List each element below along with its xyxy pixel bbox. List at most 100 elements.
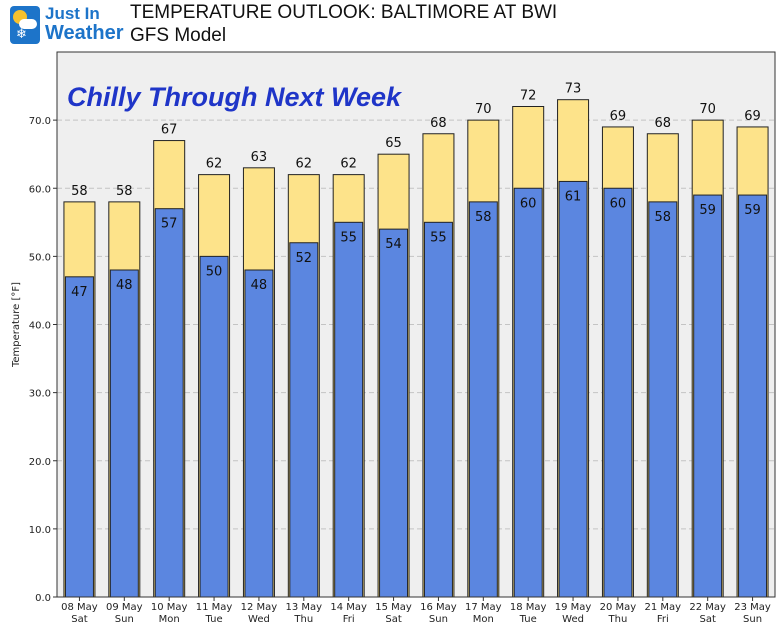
chart-title: TEMPERATURE OUTLOOK: BALTIMORE AT BWI [130,2,558,23]
high-value-label: 69 [744,109,761,124]
x-tick-date: 21 May [645,602,682,613]
high-value-label: 62 [340,157,357,172]
x-tick-date: 12 May [241,602,278,613]
low-value-label: 50 [206,264,223,279]
x-tick-day: Sun [115,614,134,625]
logo-text-line1: Just In [45,4,100,23]
low-value-label: 61 [565,189,582,204]
high-value-label: 68 [430,116,447,131]
plot-frame [56,51,776,598]
high-value-label: 58 [116,184,133,199]
y-tick-label: 50.0 [29,252,51,263]
x-tick-date: 11 May [196,602,233,613]
low-bar [379,228,409,598]
low-bar [693,194,723,598]
high-value-label: 58 [71,184,88,199]
high-value-label: 63 [251,150,268,165]
low-value-label: 59 [744,203,761,218]
y-axis-label: Temperature [°F] [11,282,22,368]
x-tick-date: 13 May [286,602,323,613]
x-tick-date: 17 May [465,602,502,613]
high-value-label: 70 [475,102,492,117]
x-tick-day: Sun [429,614,448,625]
y-tick-label: 60.0 [29,184,51,195]
high-value-label: 69 [610,109,627,124]
low-value-label: 60 [610,196,627,211]
low-bar [648,201,678,598]
x-tick-day: Sat [71,614,87,625]
logo-text-line2: Weather [45,22,124,44]
x-tick-day: Tue [205,614,223,625]
low-bar [558,180,588,598]
just-in-weather-logo: ❄ Just In Weather [10,4,124,48]
low-bar [603,187,633,598]
x-tick-day: Fri [657,614,669,625]
high-value-label: 65 [385,136,402,151]
x-tick-day: Fri [343,614,355,625]
low-bar [738,194,768,598]
low-value-label: 58 [475,210,492,225]
low-value-label: 60 [520,196,537,211]
low-value-label: 57 [161,217,178,232]
x-tick-date: 15 May [375,602,412,613]
x-tick-day: Sun [743,614,762,625]
low-bar [154,208,184,598]
low-bar [289,242,319,598]
y-tick-label: 30.0 [29,389,51,400]
data-labels: 58 47 58 48 67 57 62 50 63 48 62 52 62 55 65 54 68 55 70 58… [71,82,761,300]
y-axis: 0.0 10.0 20.0 30.0 40.0 50.0 60.0 70.0 [29,116,57,604]
low-bar [109,269,139,598]
x-tick-date: 19 May [555,602,592,613]
x-tick-date: 14 May [330,602,367,613]
x-tick-day: Mon [473,614,494,625]
x-tick-day: Tue [519,614,537,625]
low-value-label: 54 [385,237,402,252]
low-value-label: 48 [251,278,268,293]
chart-subtitle: GFS Model [130,25,227,46]
y-tick-label: 0.0 [35,593,51,604]
low-value-label: 52 [296,251,313,266]
low-bar [513,187,543,598]
x-tick-day: Sat [385,614,401,625]
y-tick-label: 70.0 [29,116,51,127]
y-tick-label: 10.0 [29,525,51,536]
low-value-label: 58 [655,210,672,225]
x-tick-day: Sat [699,614,715,625]
x-tick-date: 23 May [734,602,771,613]
high-value-label: 72 [520,89,537,104]
high-value-label: 62 [296,157,313,172]
x-tick-day: Wed [562,614,584,625]
x-tick-date: 09 May [106,602,143,613]
high-value-label: 73 [565,82,582,97]
high-value-label: 70 [699,102,716,117]
low-bar [423,221,453,598]
bars [63,99,769,598]
low-bar [64,276,94,598]
cloud-icon [19,19,37,29]
low-value-label: 59 [699,203,716,218]
snowflake-icon: ❄ [16,27,27,42]
x-tick-date: 10 May [151,602,188,613]
low-bar [468,201,498,598]
x-tick-day: Wed [248,614,270,625]
x-tick-day: Thu [293,614,313,625]
high-value-label: 67 [161,123,178,138]
low-bar [334,221,364,598]
x-tick-day: Mon [159,614,180,625]
y-tick-label: 20.0 [29,457,51,468]
x-tick-date: 18 May [510,602,547,613]
x-tick-day: Thu [608,614,628,625]
low-bar [199,255,229,598]
chart-annotation: Chilly Through Next Week [67,82,403,112]
low-value-label: 55 [340,230,357,245]
weather-badge-icon: ❄ [10,6,40,44]
x-tick-date: 20 May [600,602,637,613]
x-tick-date: 16 May [420,602,457,613]
low-value-label: 55 [430,230,447,245]
low-value-label: 47 [71,285,88,300]
high-value-label: 68 [655,116,672,131]
high-value-label: 62 [206,157,223,172]
x-tick-date: 22 May [689,602,726,613]
